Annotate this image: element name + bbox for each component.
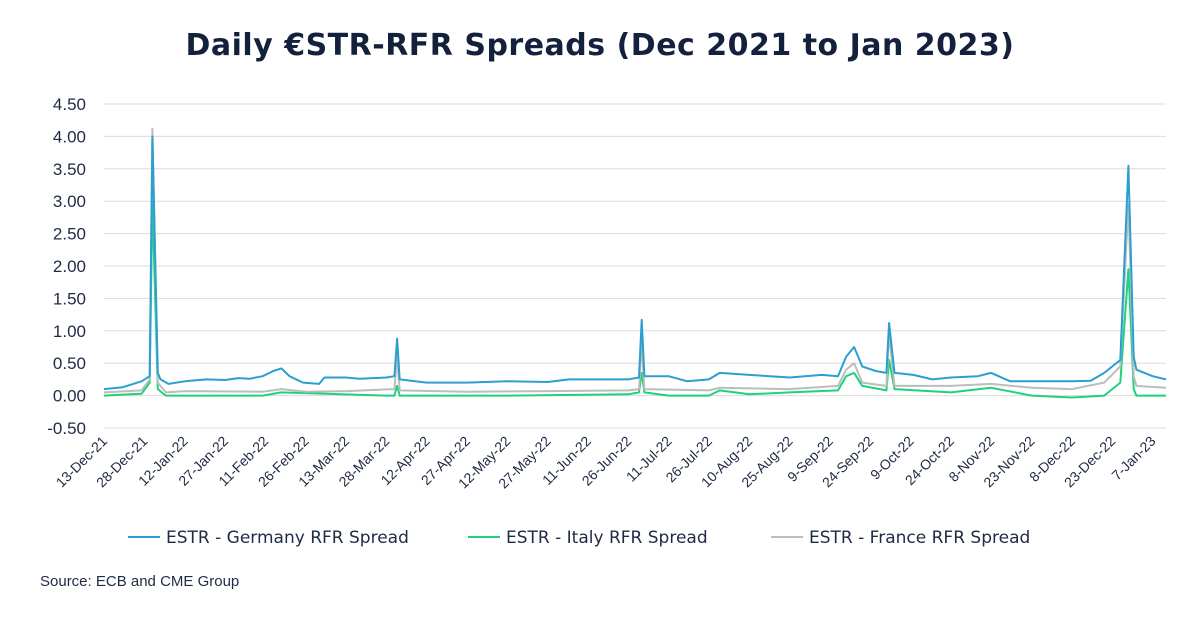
y-tick-label: 1.00 [53, 322, 86, 341]
y-tick-label: 4.50 [53, 95, 86, 114]
y-tick-label: -0.50 [47, 419, 86, 438]
legend: ESTR - Germany RFR Spread ESTR - Italy RF… [128, 528, 1030, 548]
legend-label-1: ESTR - Italy RFR Spread [506, 528, 708, 548]
series-line-2 [103, 127, 1167, 394]
series-line-0 [103, 135, 1167, 391]
chart-title: Daily €STR-RFR Spreads (Dec 2021 to Jan … [185, 28, 1015, 63]
series-lines [103, 127, 1167, 399]
x-axis-ticks: 13-Dec-2128-Dec-2112-Jan-2227-Jan-2211-F… [53, 433, 1159, 492]
y-tick-label: 0.50 [53, 354, 86, 373]
legend-label-2: ESTR - France RFR Spread [809, 528, 1030, 548]
y-tick-label: 3.50 [53, 160, 86, 179]
source-note: Source: ECB and CME Group [40, 573, 240, 590]
y-tick-label: 4.00 [53, 127, 86, 146]
y-tick-label: 3.00 [53, 192, 86, 211]
series-line-1 [103, 200, 1166, 399]
y-tick-label: 1.50 [53, 289, 86, 308]
y-axis-ticks: -0.50 0.00 0.50 1.00 1.50 2.00 2.50 3.00 3.50 4.0… [47, 95, 86, 438]
y-tick-label: 0.00 [53, 387, 86, 406]
legend-label-0: ESTR - Germany RFR Spread [166, 528, 409, 548]
x-tick-label: 7-Jan-23 [1108, 433, 1159, 484]
gridlines [104, 103, 1166, 429]
y-tick-label: 2.00 [53, 257, 86, 276]
y-tick-label: 2.50 [53, 225, 86, 244]
